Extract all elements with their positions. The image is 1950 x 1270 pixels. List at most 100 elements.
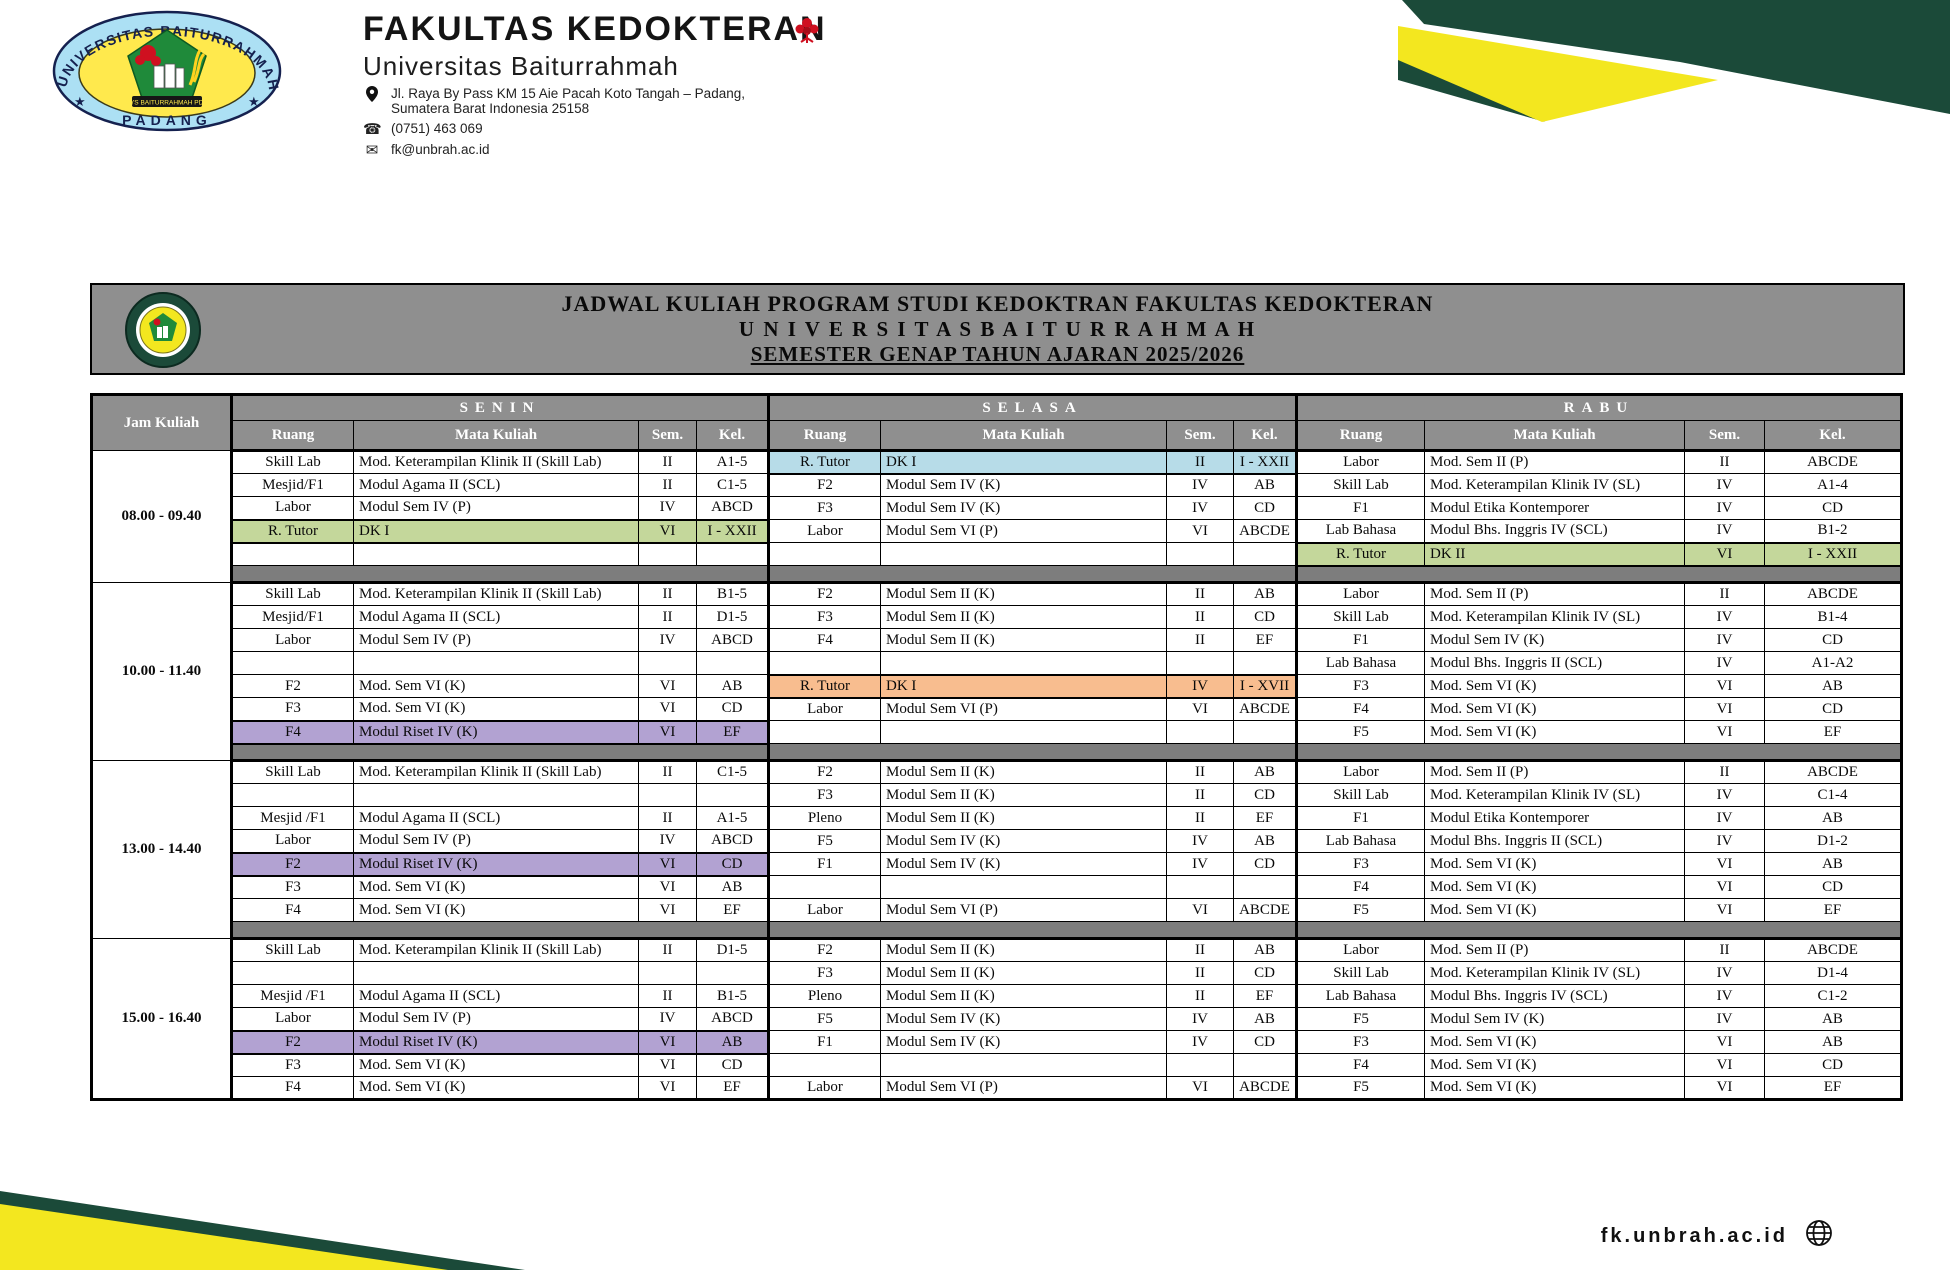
cell-selasa-ruang: [767, 1053, 881, 1077]
cell-senin-ruang: R. Tutor: [230, 518, 354, 544]
cell-rabu-ruang: F3: [1295, 674, 1425, 698]
cell-senin-kel: I - XXII: [696, 518, 769, 544]
cell-rabu-mata-kuliah: Modul Sem IV (K): [1424, 1007, 1685, 1031]
cell-rabu-mata-kuliah: Mod. Sem VI (K): [1424, 697, 1685, 721]
cell-senin-mata-kuliah: Modul Sem IV (P): [353, 829, 639, 853]
cell-senin-kel: B1-5: [696, 582, 769, 606]
cell-selasa-mata-kuliah: Modul Sem IV (K): [880, 829, 1167, 853]
cell-selasa-ruang: Pleno: [767, 984, 881, 1008]
schedule-table-container: Jam Kuliah SENIN SELASA RABU Ruang Mata Kulia…: [90, 393, 1903, 1101]
cell-rabu-sem: VI: [1684, 852, 1765, 876]
column-header-senin-1: Mata Kuliah: [353, 420, 639, 452]
cell-senin-mata-kuliah: Mod. Keterampilan Klinik II (Skill Lab): [353, 938, 639, 962]
column-header-selasa-1: Mata Kuliah: [880, 420, 1167, 452]
cell-selasa-ruang: [767, 875, 881, 899]
cell-rabu-sem: II: [1684, 450, 1765, 474]
cell-rabu-sem: VI: [1684, 541, 1765, 567]
cell-senin-ruang: F2: [230, 1029, 354, 1055]
address-text: Jl. Raya By Pass KM 15 Aie Pacah Koto Ta…: [391, 85, 745, 117]
cell-senin-kel: C1-5: [696, 760, 769, 784]
cell-senin-kel: EF: [696, 898, 769, 922]
cell-rabu-kel: C1-2: [1764, 984, 1902, 1008]
cell-senin-ruang: [230, 961, 354, 985]
cell-senin-sem: VI: [638, 719, 697, 745]
cell-rabu-mata-kuliah: Mod. Sem II (P): [1424, 760, 1685, 784]
cell-senin-sem: II: [638, 473, 697, 497]
cell-selasa-sem: IV: [1166, 852, 1234, 876]
cell-rabu-mata-kuliah: Mod. Sem VI (K): [1424, 852, 1685, 876]
separator-cell-senin: [230, 565, 769, 584]
cell-senin-mata-kuliah: Modul Riset IV (K): [353, 1029, 639, 1055]
cell-rabu-ruang: R. Tutor: [1295, 541, 1425, 567]
cell-senin-kel: [696, 961, 769, 985]
cell-rabu-sem: VI: [1684, 1030, 1765, 1054]
cell-senin-ruang: Skill Lab: [230, 938, 354, 962]
cell-selasa-kel: CD: [1233, 1030, 1297, 1054]
title-line-1: JADWAL KULIAH PROGRAM STUDI KEDOKTRAN FA…: [561, 291, 1434, 316]
cell-selasa-mata-kuliah: DK I: [880, 673, 1167, 699]
cell-selasa-ruang: F3: [767, 496, 881, 520]
cell-selasa-sem: II: [1166, 582, 1234, 606]
cell-senin-ruang: F4: [230, 719, 354, 745]
cell-senin-sem: [638, 783, 697, 807]
red-emblem-icon: [793, 14, 821, 49]
cell-rabu-kel: AB: [1764, 1007, 1902, 1031]
cell-rabu-kel: AB: [1764, 806, 1902, 830]
cell-rabu-mata-kuliah: Mod. Sem VI (K): [1424, 674, 1685, 698]
cell-senin-sem: II: [638, 938, 697, 962]
university-name: Universitas Baiturrahmah: [363, 50, 679, 81]
cell-selasa-sem: II: [1166, 605, 1234, 629]
cell-rabu-sem: IV: [1684, 628, 1765, 652]
cell-selasa-sem: IV: [1166, 1030, 1234, 1054]
cell-senin-kel: CD: [696, 697, 769, 721]
svg-text:★: ★: [74, 94, 86, 109]
cell-senin-mata-kuliah: Mod. Sem VI (K): [353, 1053, 639, 1077]
cell-senin-mata-kuliah: Modul Riset IV (K): [353, 851, 639, 877]
cell-senin-kel: [696, 783, 769, 807]
cell-selasa-kel: AB: [1233, 760, 1297, 784]
cell-selasa-mata-kuliah: [880, 720, 1167, 744]
cell-selasa-kel: CD: [1233, 852, 1297, 876]
column-header-senin-3: Kel.: [696, 420, 769, 452]
cell-selasa-mata-kuliah: Modul Sem II (K): [880, 806, 1167, 830]
cell-rabu-kel: D1-2: [1764, 829, 1902, 853]
cell-senin-kel: ABCD: [696, 829, 769, 853]
cell-rabu-sem: II: [1684, 582, 1765, 606]
cell-selasa-mata-kuliah: [880, 651, 1167, 675]
title-line-3: SEMESTER GENAP TAHUN AJARAN 2025/2026: [750, 341, 1245, 366]
cell-rabu-sem: IV: [1684, 519, 1765, 543]
cell-rabu-ruang: F3: [1295, 1030, 1425, 1054]
cell-senin-sem: VI: [638, 1053, 697, 1077]
cell-senin-ruang: Mesjid/F1: [230, 605, 354, 629]
cell-rabu-kel: C1-4: [1764, 783, 1902, 807]
cell-rabu-sem: VI: [1684, 1076, 1765, 1100]
time-slot: 13.00 - 14.40: [91, 760, 233, 939]
cell-selasa-sem: VI: [1166, 519, 1234, 543]
cell-selasa-sem: VI: [1166, 1076, 1234, 1100]
cell-senin-sem: VI: [638, 1076, 697, 1100]
cell-senin-mata-kuliah: [353, 542, 639, 566]
cell-rabu-kel: B1-2: [1764, 519, 1902, 543]
cell-rabu-mata-kuliah: Modul Bhs. Inggris II (SCL): [1424, 651, 1685, 675]
cell-senin-kel: AB: [696, 674, 769, 698]
cell-rabu-mata-kuliah: Mod. Keterampilan Klinik IV (SL): [1424, 605, 1685, 629]
cell-rabu-sem: IV: [1684, 1007, 1765, 1031]
column-header-rabu-2: Sem.: [1684, 420, 1765, 452]
column-header-selasa-3: Kel.: [1233, 420, 1297, 452]
column-header-rabu-0: Ruang: [1295, 420, 1425, 452]
cell-senin-mata-kuliah: Modul Sem IV (P): [353, 628, 639, 652]
cell-rabu-ruang: Skill Lab: [1295, 473, 1425, 497]
cell-selasa-mata-kuliah: Modul Sem II (K): [880, 984, 1167, 1008]
column-header-senin-0: Ruang: [230, 420, 354, 452]
cell-senin-mata-kuliah: DK I: [353, 518, 639, 544]
cell-selasa-sem: II: [1166, 449, 1234, 475]
cell-rabu-ruang: F5: [1295, 1076, 1425, 1100]
logo-banner-text: YYS BAITURRAHMAH PDG: [126, 100, 209, 107]
cell-senin-kel: EF: [696, 719, 769, 745]
cell-senin-ruang: F3: [230, 697, 354, 721]
cell-rabu-ruang: F5: [1295, 720, 1425, 744]
cell-selasa-mata-kuliah: Modul Sem VI (P): [880, 519, 1167, 543]
separator-row: [92, 743, 1902, 762]
cell-selasa-ruang: F5: [767, 829, 881, 853]
